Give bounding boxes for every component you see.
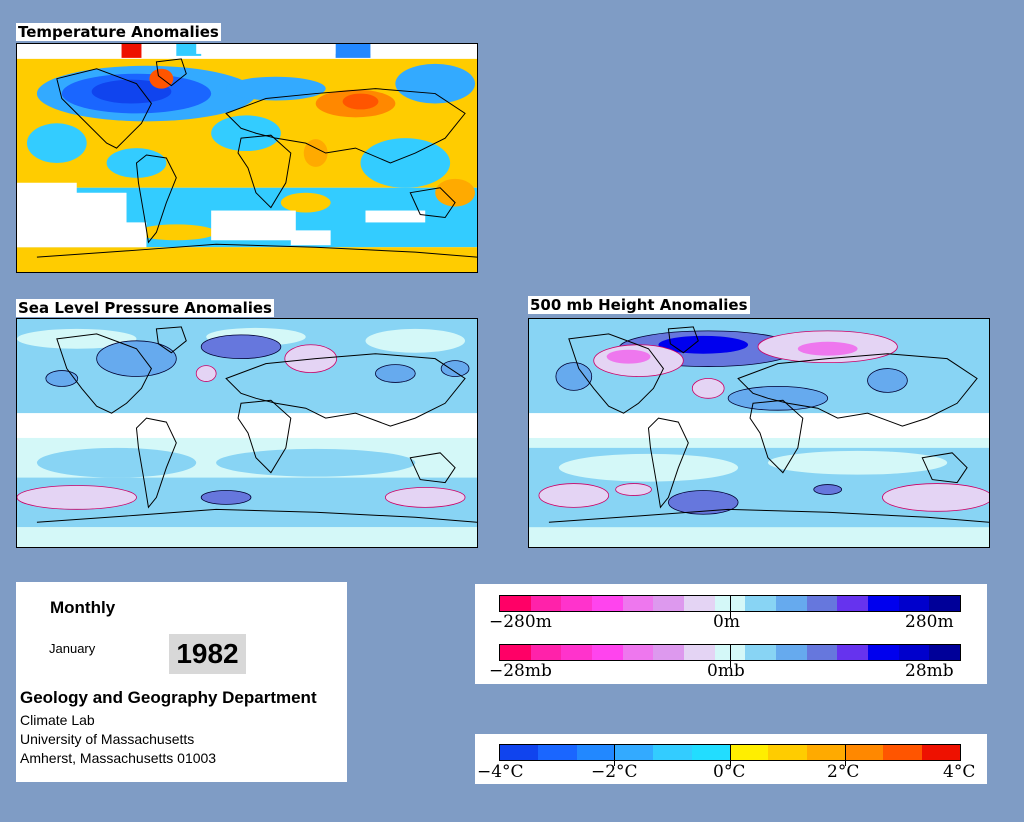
pressure-mid-label: 0mb [707, 661, 745, 681]
temp-label-2: 2°C [827, 762, 860, 782]
pressure-swatch-8 [745, 645, 777, 660]
height-swatch-14 [929, 596, 961, 611]
pressure-swatch-2 [561, 645, 593, 660]
department-label: Geology and Geography Department [20, 688, 317, 707]
month-label: January [49, 641, 96, 656]
height-swatch-11 [837, 596, 869, 611]
temp-swatch-3 [614, 745, 654, 760]
temperature-anomalies-title: Temperature Anomalies [16, 23, 221, 41]
height-swatch-12 [868, 596, 899, 611]
slp-anomaly-map [16, 318, 478, 548]
temp-swatch-0 [500, 745, 539, 760]
period-label: Monthly [50, 598, 116, 617]
pressure-max-label: 28mb [905, 661, 954, 681]
height-mid-label: 0m [713, 612, 740, 632]
temp-swatch-8 [806, 745, 845, 760]
pressure-swatch-0 [500, 645, 531, 660]
temp-swatch-10 [883, 745, 922, 760]
height-swatch-2 [561, 596, 593, 611]
height-swatch-5 [653, 596, 685, 611]
pressure-swatch-3 [592, 645, 623, 660]
height-swatch-0 [500, 596, 531, 611]
height-swatch-3 [592, 596, 623, 611]
slp-anomalies-title: Sea Level Pressure Anomalies [16, 299, 274, 317]
height-anomaly-map [528, 318, 990, 548]
height-swatch-4 [622, 596, 654, 611]
university-label: University of Massachusetts [20, 731, 195, 747]
temp-swatch-9 [844, 745, 884, 760]
temp-swatch-2 [576, 745, 615, 760]
pressure-swatch-9 [776, 645, 807, 660]
temp-swatch-4 [653, 745, 692, 760]
info-box: Monthly January 1982 Geology and Geograp… [16, 582, 347, 782]
temp-swatch-1 [538, 745, 577, 760]
pressure-min-label: −28mb [489, 661, 552, 681]
temp-swatch-6 [729, 745, 769, 760]
temperature-legend: −4°C −2°C 0°C 2°C 4°C [475, 734, 987, 784]
temp-swatch-5 [691, 745, 730, 760]
pressure-swatch-14 [929, 645, 961, 660]
height-max-label: 280m [905, 612, 954, 632]
temp-label-4: 4°C [943, 762, 976, 782]
temp-swatch-7 [768, 745, 807, 760]
pressure-swatch-13 [898, 645, 930, 660]
temp-swatch-11 [921, 745, 960, 760]
temperature-anomaly-map [16, 43, 478, 273]
lab-label: Climate Lab [20, 712, 95, 728]
height-anomalies-title: 500 mb Height Anomalies [528, 296, 750, 314]
height-swatch-1 [530, 596, 562, 611]
pressure-swatch-4 [622, 645, 654, 660]
anomaly-legend: −280m 0m 280m −28mb 0mb 28mb [475, 584, 987, 684]
pressure-swatch-11 [837, 645, 869, 660]
pressure-swatch-10 [806, 645, 838, 660]
temp-label-minus2: −2°C [591, 762, 638, 782]
temp-label-minus4: −4°C [477, 762, 524, 782]
address-label: Amherst, Massachusetts 01003 [20, 750, 217, 766]
year-label: 1982 [169, 634, 246, 674]
pressure-swatch-12 [868, 645, 899, 660]
height-swatch-6 [684, 596, 715, 611]
height-swatch-13 [898, 596, 930, 611]
height-swatch-8 [745, 596, 777, 611]
pressure-swatch-1 [530, 645, 562, 660]
height-swatch-9 [776, 596, 807, 611]
pressure-swatch-6 [684, 645, 715, 660]
pressure-swatch-5 [653, 645, 685, 660]
height-swatch-10 [806, 596, 838, 611]
temp-label-0: 0°C [713, 762, 746, 782]
height-min-label: −280m [489, 612, 552, 632]
